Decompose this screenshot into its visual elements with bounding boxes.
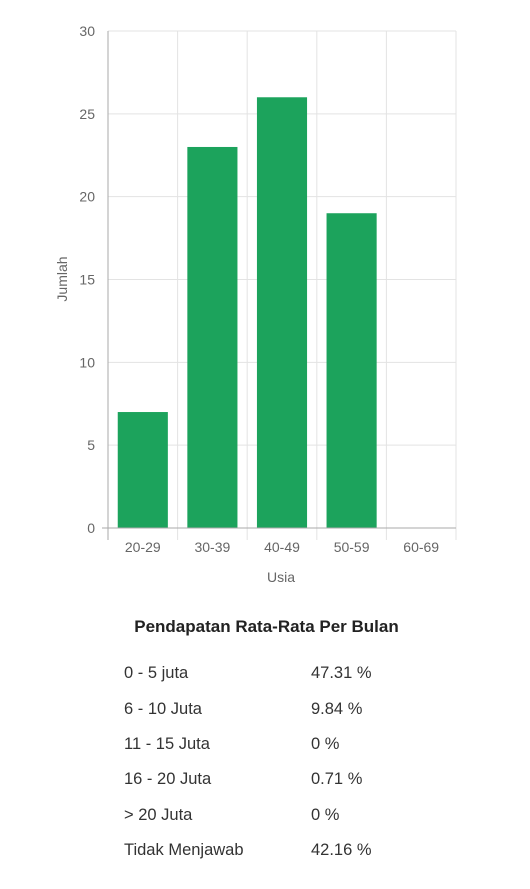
income-range-label: 6 - 10 Juta: [124, 691, 311, 726]
table-row: 11 - 15 Juta 0 %: [124, 727, 372, 762]
table-row: Tidak Menjawab 42.16 %: [124, 833, 372, 868]
y-tick-label: 25: [79, 106, 95, 122]
bar: [118, 412, 168, 528]
income-table: 0 - 5 juta 47.31 % 6 - 10 Juta 9.84 % 11…: [124, 656, 372, 868]
age-bar-chart: 0 5 10 15 20 25 30 20-29 30-39 40-49 50-59 60-69 Us…: [0, 0, 530, 600]
income-range-value: 47.31 %: [311, 656, 372, 691]
y-axis-label: Jumlah: [54, 256, 70, 301]
x-tick-label: 40-49: [264, 539, 300, 555]
x-tick-label: 30-39: [194, 539, 230, 555]
table-row: 16 - 20 Juta 0.71 %: [124, 762, 372, 797]
x-tick-label: 60-69: [403, 539, 439, 555]
bar: [327, 213, 377, 528]
x-axis-label: Usia: [267, 569, 295, 585]
bar: [187, 147, 237, 528]
income-range-label: 11 - 15 Juta: [124, 727, 311, 762]
table-row: > 20 Juta 0 %: [124, 798, 372, 833]
bar: [257, 97, 307, 528]
income-range-value: 42.16 %: [311, 833, 372, 868]
income-title: Pendapatan Rata-Rata Per Bulan: [0, 617, 530, 637]
income-range-value: 0 %: [311, 727, 372, 762]
y-tick-label: 10: [79, 354, 95, 370]
x-tick-label: 20-29: [125, 539, 161, 555]
table-row: 0 - 5 juta 47.31 %: [124, 656, 372, 691]
income-range-value: 9.84 %: [311, 691, 372, 726]
income-range-label: 0 - 5 juta: [124, 656, 311, 691]
table-row: 6 - 10 Juta 9.84 %: [124, 691, 372, 726]
income-range-label: > 20 Juta: [124, 798, 311, 833]
y-tick-label: 30: [79, 23, 95, 39]
y-tick-label: 0: [87, 520, 95, 536]
income-range-label: Tidak Menjawab: [124, 833, 311, 868]
income-range-value: 0 %: [311, 798, 372, 833]
y-tick-label: 20: [79, 189, 95, 205]
x-tick-label: 50-59: [334, 539, 370, 555]
income-range-value: 0.71 %: [311, 762, 372, 797]
y-tick-label: 5: [87, 437, 95, 453]
y-tick-label: 15: [79, 272, 95, 288]
income-range-label: 16 - 20 Juta: [124, 762, 311, 797]
